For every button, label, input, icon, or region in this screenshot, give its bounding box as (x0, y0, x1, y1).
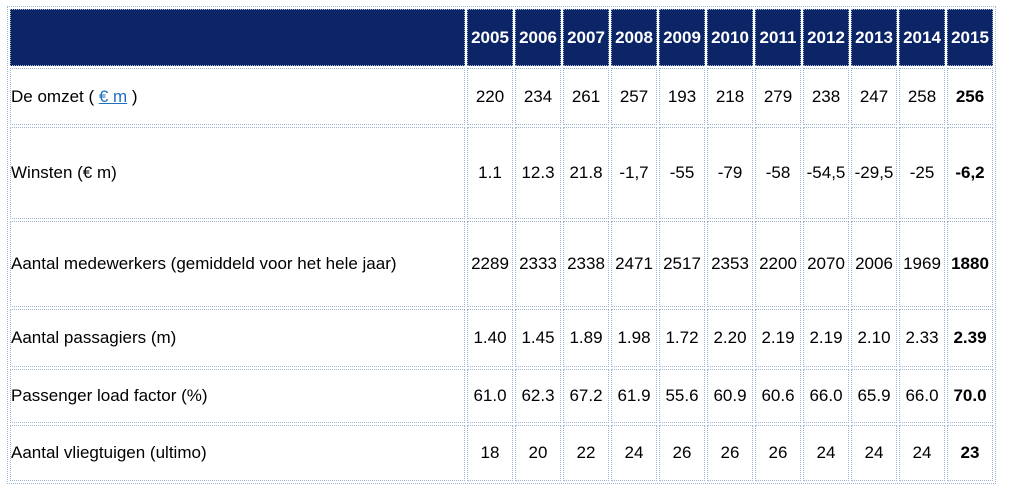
table-cell: -25 (899, 127, 945, 219)
table-cell: 2070 (803, 221, 849, 307)
table-cell: 66.0 (899, 369, 945, 423)
row-label-passengers: Aantal passagiers (m) (10, 309, 465, 367)
table-cell: 26 (659, 425, 705, 481)
table-cell: 24 (851, 425, 897, 481)
table-cell: 1.72 (659, 309, 705, 367)
table-cell: -54,5 (803, 127, 849, 219)
table-cell: 238 (803, 68, 849, 125)
table-cell: 1880 (947, 221, 993, 307)
table-cell: 1.45 (515, 309, 561, 367)
table-cell: 234 (515, 68, 561, 125)
row-label-profit: Winsten (€ m) (10, 127, 465, 219)
year-header: 2014 (899, 9, 945, 66)
table-row: De omzet ( € m ) 220 234 261 257 193 218… (10, 68, 993, 125)
table-cell: 218 (707, 68, 753, 125)
table-cell: 1.40 (467, 309, 513, 367)
euro-million-link[interactable]: € m (98, 86, 128, 106)
row-label-revenue: De omzet ( € m ) (10, 68, 465, 125)
table-cell: -58 (755, 127, 801, 219)
header-row: 2005 2006 2007 2008 2009 2010 2011 2012 … (10, 9, 993, 66)
table-cell: 61.9 (611, 369, 657, 423)
table-cell: 61.0 (467, 369, 513, 423)
year-header: 2013 (851, 9, 897, 66)
table-cell: 70.0 (947, 369, 993, 423)
table-cell: 257 (611, 68, 657, 125)
revenue-label-pre: De omzet ( (11, 86, 99, 106)
table-cell: 23 (947, 425, 993, 481)
table-row: Passenger load factor (%) 61.0 62.3 67.2… (10, 369, 993, 423)
table-cell: 66.0 (803, 369, 849, 423)
table-cell: 2338 (563, 221, 609, 307)
table-cell: 2289 (467, 221, 513, 307)
table-cell: -55 (659, 127, 705, 219)
table-cell: 26 (755, 425, 801, 481)
table-cell: 193 (659, 68, 705, 125)
table-cell: 2.33 (899, 309, 945, 367)
table-cell: 1.1 (467, 127, 513, 219)
year-header: 2015 (947, 9, 993, 66)
table-cell: 21.8 (563, 127, 609, 219)
table-cell: 18 (467, 425, 513, 481)
table-cell: 2.10 (851, 309, 897, 367)
table-cell: 2471 (611, 221, 657, 307)
table-cell: 24 (899, 425, 945, 481)
table-row: Winsten (€ m) 1.1 12.3 21.8 -1,7 -55 -79… (10, 127, 993, 219)
table-row: Aantal medewerkers (gemiddeld voor het h… (10, 221, 993, 307)
stats-table: 2005 2006 2007 2008 2009 2010 2011 2012 … (7, 6, 996, 484)
table-cell: 1.98 (611, 309, 657, 367)
header-corner-cell (10, 9, 465, 66)
table-cell: 12.3 (515, 127, 561, 219)
table-cell: 261 (563, 68, 609, 125)
table-cell: 1.89 (563, 309, 609, 367)
table-cell: 2.19 (755, 309, 801, 367)
table-cell: 62.3 (515, 369, 561, 423)
year-header: 2011 (755, 9, 801, 66)
table-cell: 24 (611, 425, 657, 481)
table-cell: 2006 (851, 221, 897, 307)
year-header: 2012 (803, 9, 849, 66)
table-cell: 258 (899, 68, 945, 125)
row-label-load-factor: Passenger load factor (%) (10, 369, 465, 423)
table-cell: -29,5 (851, 127, 897, 219)
table-cell: 22 (563, 425, 609, 481)
table-cell: -6,2 (947, 127, 993, 219)
table-cell: 220 (467, 68, 513, 125)
table-cell: 2.39 (947, 309, 993, 367)
table-cell: 256 (947, 68, 993, 125)
revenue-label-post: ) (127, 86, 138, 106)
year-header: 2007 (563, 9, 609, 66)
row-label-aircraft: Aantal vliegtuigen (ultimo) (10, 425, 465, 481)
table-cell: 1969 (899, 221, 945, 307)
table-cell: 2353 (707, 221, 753, 307)
table-cell: 55.6 (659, 369, 705, 423)
table-cell: 247 (851, 68, 897, 125)
table-cell: 60.9 (707, 369, 753, 423)
table-cell: 2333 (515, 221, 561, 307)
table-cell: 67.2 (563, 369, 609, 423)
year-header: 2008 (611, 9, 657, 66)
year-header: 2006 (515, 9, 561, 66)
table-cell: -1,7 (611, 127, 657, 219)
table-cell: 2200 (755, 221, 801, 307)
row-label-employees: Aantal medewerkers (gemiddeld voor het h… (10, 221, 465, 307)
year-header: 2009 (659, 9, 705, 66)
table-cell: 26 (707, 425, 753, 481)
table-cell: 20 (515, 425, 561, 481)
table-row: Aantal passagiers (m) 1.40 1.45 1.89 1.9… (10, 309, 993, 367)
table-row: Aantal vliegtuigen (ultimo) 18 20 22 24 … (10, 425, 993, 481)
table-cell: 65.9 (851, 369, 897, 423)
year-header: 2010 (707, 9, 753, 66)
table-cell: 60.6 (755, 369, 801, 423)
table-cell: 279 (755, 68, 801, 125)
table-cell: 2.19 (803, 309, 849, 367)
table-cell: 2.20 (707, 309, 753, 367)
table-cell: 24 (803, 425, 849, 481)
table-cell: -79 (707, 127, 753, 219)
table-cell: 2517 (659, 221, 705, 307)
year-header: 2005 (467, 9, 513, 66)
